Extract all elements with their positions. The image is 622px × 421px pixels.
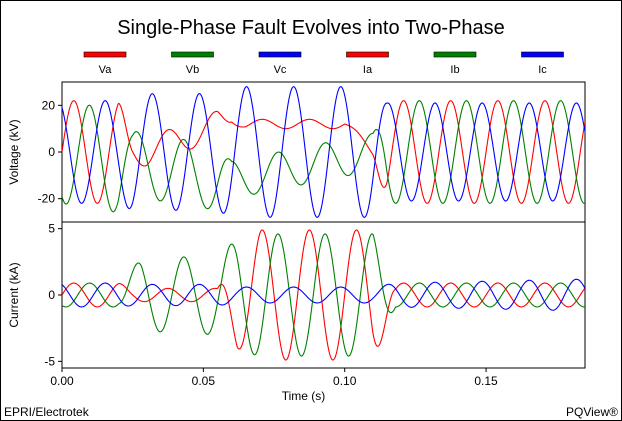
legend-label-va: Va <box>99 64 113 76</box>
footer-source-label: EPRI/Electrotek <box>4 405 89 419</box>
y-tick-label: -5 <box>44 354 55 368</box>
legend-label-ic: Ic <box>538 64 547 76</box>
y-tick-label: 0 <box>48 145 55 159</box>
y-tick-label: 5 <box>48 222 55 236</box>
legend-label-ib: Ib <box>450 64 459 76</box>
footer-brand-label: PQView® <box>566 405 618 419</box>
y-tick-label: 0 <box>48 288 55 302</box>
series-line-va <box>62 100 585 204</box>
x-tick-label: 0.15 <box>474 374 498 388</box>
legend-swatch-va <box>83 51 127 58</box>
series-line-ib <box>62 233 585 357</box>
chart-title: Single-Phase Fault Evolves into Two-Phas… <box>117 17 505 39</box>
legend-swatch-ic <box>521 51 564 58</box>
series-line-ic <box>62 278 585 311</box>
series-line-vc <box>62 86 585 218</box>
x-axis-label: Time (s) <box>282 389 326 403</box>
legend-label-vc: Vc <box>274 64 287 76</box>
legend-swatch-vb <box>171 51 214 58</box>
legend-label-ia: Ia <box>363 64 373 76</box>
x-tick-label: 0.10 <box>333 374 357 388</box>
legend-label-vb: Vb <box>186 64 199 76</box>
y-tick-label: 20 <box>42 98 56 112</box>
y-tick-label: -20 <box>38 192 56 206</box>
y-axis-label-2: Current (kA) <box>7 262 21 327</box>
legend-swatch-vc <box>258 51 302 58</box>
x-tick-label: 0.05 <box>192 374 216 388</box>
x-tick-label: 0.00 <box>50 374 74 388</box>
legend-swatch-ia <box>346 51 389 58</box>
y-axis-label-1: Voltage (kV) <box>7 119 21 184</box>
legend-swatch-ib <box>433 51 477 58</box>
